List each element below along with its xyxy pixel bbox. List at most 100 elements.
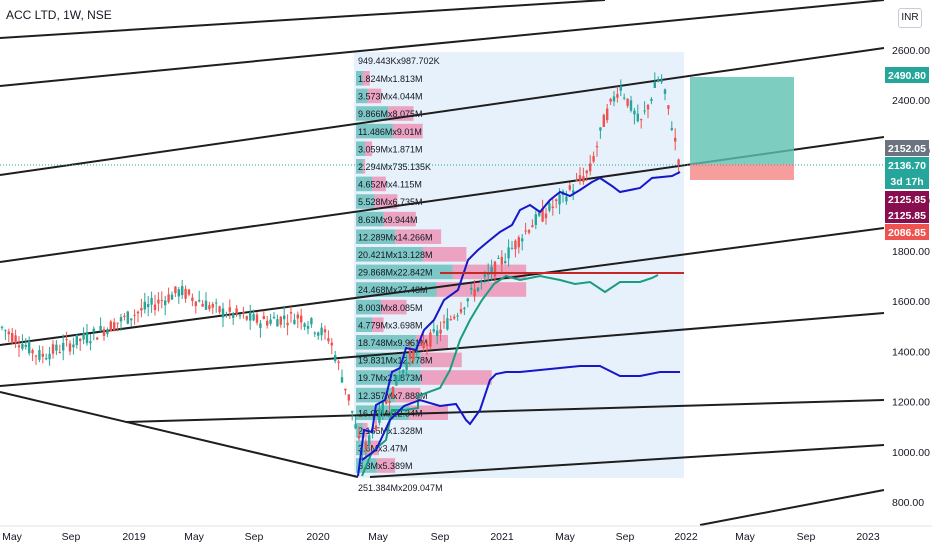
volume-profile-up-bar: [356, 264, 453, 280]
candle-body: [344, 388, 347, 391]
candle-body: [228, 307, 231, 312]
trend-line[interactable]: [0, 227, 885, 346]
candle-body: [51, 344, 55, 354]
candle-body: [473, 289, 476, 297]
candle-body: [334, 355, 337, 362]
candle-body: [504, 261, 507, 263]
candle-body: [187, 289, 191, 295]
candle-body: [130, 318, 133, 321]
candle-body: [354, 424, 357, 429]
candle-body: [483, 274, 486, 277]
candle-body: [606, 108, 609, 121]
candle-body: [340, 377, 344, 383]
candle-body: [28, 340, 31, 354]
volume-profile-bottom-label: 251.384Mx209.047M: [358, 483, 443, 493]
time-label: 2023: [856, 531, 880, 543]
candle-body: [85, 333, 89, 344]
price-label: 2400.00: [892, 95, 930, 107]
volume-profile-up-bar: [356, 317, 373, 332]
price-label: 1800.00: [892, 246, 930, 258]
candle-body: [531, 225, 534, 228]
price-badge: [885, 191, 929, 207]
currency-button[interactable]: INR: [898, 8, 922, 28]
candle-body: [7, 331, 10, 335]
candle-body: [31, 350, 34, 354]
candle-body: [425, 343, 429, 346]
volume-profile-up-bar: [356, 141, 366, 156]
candle-body: [432, 329, 435, 332]
candle-body: [177, 289, 180, 297]
trend-line[interactable]: [0, 391, 359, 478]
time-axis-labels[interactable]: May Sep 2019 May Sep 2020 May Sep 2021 May Sep 2022…: [2, 531, 880, 543]
volume-profile-down-bar: [392, 123, 423, 139]
candle-body: [191, 297, 194, 302]
candle-body: [211, 304, 214, 308]
candle-body: [674, 137, 677, 142]
trend-line[interactable]: [0, 47, 885, 176]
trend-channel-lines[interactable]: [0, 0, 885, 526]
long-position-stop-zone[interactable]: [690, 164, 794, 180]
candle-body: [640, 119, 643, 121]
candle-body: [204, 300, 208, 310]
time-label: May: [555, 531, 576, 543]
volume-profile-row-label: 20.421Mx13.128M: [358, 250, 433, 260]
candle-body: [153, 304, 157, 311]
volume-profile-row-label: 2.294Mx735.135K: [358, 162, 431, 172]
trend-line[interactable]: [125, 399, 885, 423]
candle-body: [408, 349, 412, 360]
candle-body: [79, 338, 82, 342]
candle-body: [517, 237, 520, 248]
trend-line[interactable]: [699, 489, 885, 526]
volume-profile-row-label: 2.165Mx1.328M: [358, 426, 423, 436]
candle-body: [337, 361, 340, 363]
volume-profile-down-bar: [420, 370, 492, 385]
candle-body: [58, 351, 61, 353]
price-label: 1600.00: [892, 296, 930, 308]
candle-body: [667, 105, 670, 109]
candle-body: [402, 369, 405, 374]
time-label: Sep: [431, 531, 450, 543]
price-badge: [885, 207, 929, 223]
candle-body: [459, 309, 463, 313]
candle-body: [208, 305, 211, 310]
price-badge-label: 2125.85: [888, 194, 926, 206]
volume-profile-row-label: 5.528Mx6.735M: [358, 197, 423, 207]
time-label: May: [184, 531, 205, 543]
candle-body: [133, 314, 136, 316]
price-label: 1200.00: [892, 397, 930, 409]
price-axis[interactable]: [884, 0, 932, 526]
time-label: Sep: [62, 531, 81, 543]
candle-body: [235, 308, 238, 314]
candle-body: [181, 286, 184, 296]
time-label: May: [735, 531, 756, 543]
time-label: May: [2, 531, 23, 543]
long-position-target-zone[interactable]: [690, 77, 794, 164]
price-axis-badges: 2490.80 2152.05 2136.70 3d 17h 2125.85 2125.8…: [885, 67, 929, 240]
candle-body: [453, 316, 456, 319]
trend-line[interactable]: [0, 0, 885, 87]
trend-line[interactable]: [0, 0, 606, 39]
volume-profile-up-bar: [356, 71, 363, 86]
time-label: 2020: [306, 531, 330, 543]
time-label: Sep: [616, 531, 635, 543]
candle-body: [449, 319, 452, 321]
symbol-title[interactable]: ACC LTD, 1W, NSE: [6, 8, 112, 22]
candle-body: [55, 344, 58, 351]
trend-line[interactable]: [0, 312, 885, 387]
candle-body: [242, 312, 245, 314]
candle-body: [306, 325, 310, 329]
price-badge: [885, 224, 929, 240]
volume-profile-row-label: 3.6Mx3.47M: [358, 444, 408, 454]
volume-profile-row-label: 1.824Mx1.813M: [358, 74, 423, 84]
volume-profile-row-label: 18.748Mx9.961M: [358, 338, 428, 348]
candle-body: [82, 333, 85, 340]
volume-profile-up-bar: [356, 123, 393, 139]
candle-body: [221, 308, 225, 318]
trend-line[interactable]: [369, 444, 885, 478]
candle-body: [565, 196, 568, 202]
volume-profile-down-bar: [362, 159, 366, 174]
candle-body: [585, 170, 588, 174]
volume-profile-up-bar: [356, 335, 416, 350]
